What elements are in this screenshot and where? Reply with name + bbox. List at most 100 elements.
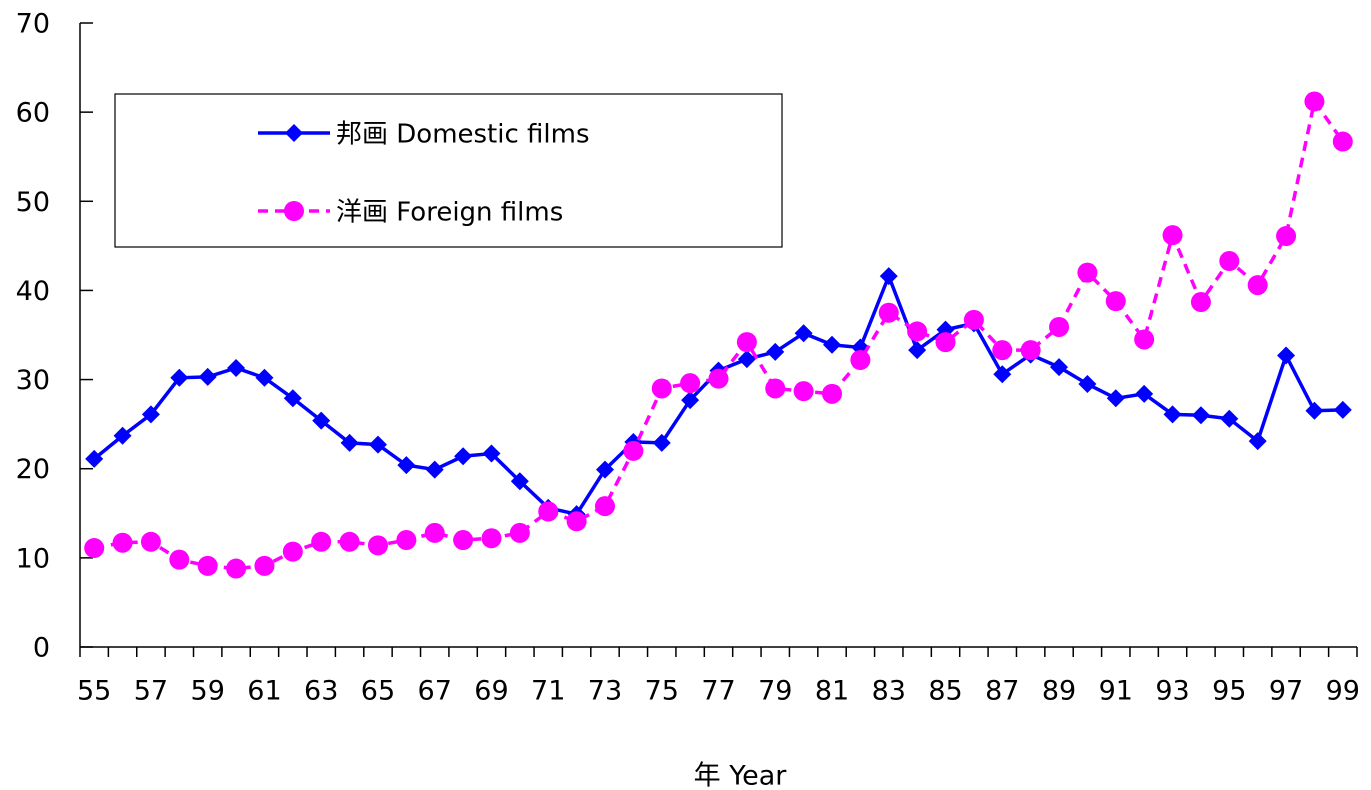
point <box>793 381 814 402</box>
point <box>594 496 615 517</box>
point <box>481 528 502 549</box>
point <box>1332 131 1353 152</box>
point <box>510 472 529 491</box>
point <box>652 433 671 452</box>
point <box>1305 401 1324 420</box>
y-tick-label: 20 <box>16 454 50 485</box>
x-tick-label: 55 <box>77 676 111 707</box>
x-tick-label: 61 <box>247 676 281 707</box>
point <box>254 555 275 576</box>
point <box>113 426 132 445</box>
point <box>1134 329 1155 350</box>
point <box>1219 251 1240 272</box>
y-tick-label: 70 <box>16 9 50 40</box>
legend-label: 洋画 Foreign films <box>336 198 563 228</box>
x-tick-label: 71 <box>531 676 565 707</box>
x-tick-label: 63 <box>304 676 338 707</box>
point <box>425 460 444 479</box>
x-tick-label: 95 <box>1212 676 1246 707</box>
x-tick-label: 91 <box>1099 676 1133 707</box>
point <box>368 435 387 454</box>
point <box>794 324 813 343</box>
y-tick-label: 30 <box>16 365 50 396</box>
point <box>169 549 190 570</box>
point <box>823 335 842 354</box>
point <box>453 530 474 551</box>
x-tick-label: 75 <box>645 676 679 707</box>
point <box>312 411 331 430</box>
point <box>766 342 785 361</box>
point <box>1163 405 1182 424</box>
point <box>1106 389 1125 408</box>
point <box>1020 340 1041 361</box>
y-tick-label: 0 <box>33 633 50 664</box>
point <box>170 368 189 387</box>
x-tick-label: 67 <box>418 676 452 707</box>
point <box>963 309 984 330</box>
point <box>283 389 302 408</box>
point <box>680 373 701 394</box>
point <box>736 332 757 353</box>
x-tick-label: 59 <box>191 676 225 707</box>
point <box>737 350 756 369</box>
x-tick-label: 99 <box>1326 676 1360 707</box>
x-tick-label: 79 <box>758 676 792 707</box>
point <box>197 555 218 576</box>
point <box>1333 400 1352 419</box>
point <box>1304 91 1325 112</box>
point <box>1276 226 1297 247</box>
point <box>397 456 416 475</box>
point <box>339 531 360 552</box>
point <box>1190 292 1211 313</box>
point <box>1162 225 1183 246</box>
point <box>424 522 445 543</box>
point <box>340 433 359 452</box>
point <box>907 321 928 342</box>
point <box>112 532 133 553</box>
point <box>1248 432 1267 451</box>
x-tick-label: 81 <box>815 676 849 707</box>
point <box>681 391 700 410</box>
point <box>396 530 417 551</box>
point <box>1077 262 1098 283</box>
legend-box <box>114 93 783 248</box>
point <box>822 383 843 404</box>
point <box>595 460 614 479</box>
point <box>1191 406 1210 425</box>
point <box>1277 346 1296 365</box>
y-tick-label: 60 <box>16 98 50 129</box>
point <box>85 449 104 468</box>
x-tick-label: 57 <box>134 676 168 707</box>
series-line <box>93 271 1343 517</box>
point <box>509 522 530 543</box>
x-tick-label: 73 <box>588 676 622 707</box>
point <box>908 341 927 360</box>
point <box>1135 384 1154 403</box>
x-tick-label: 87 <box>985 676 1019 707</box>
legend-marker <box>285 124 303 142</box>
point <box>1105 291 1126 312</box>
point <box>566 511 587 532</box>
point <box>311 531 332 552</box>
point <box>482 444 501 463</box>
point <box>651 378 672 399</box>
x-axis-label: 年 Year <box>694 761 788 790</box>
y-tick-label: 10 <box>16 543 50 574</box>
point <box>538 501 559 522</box>
point <box>226 558 247 579</box>
point <box>227 358 246 377</box>
point <box>454 447 473 466</box>
point <box>708 368 729 389</box>
y-tick-label: 50 <box>16 187 50 218</box>
point <box>367 535 388 556</box>
x-tick-label: 65 <box>361 676 395 707</box>
series <box>84 91 1353 579</box>
point <box>141 405 160 424</box>
point <box>198 367 217 386</box>
legend-marker <box>284 201 304 221</box>
point <box>1049 316 1070 337</box>
point <box>993 365 1012 384</box>
x-tick-label: 89 <box>1042 676 1076 707</box>
legend-label: 邦画 Domestic films <box>336 120 590 150</box>
point <box>1220 409 1239 428</box>
